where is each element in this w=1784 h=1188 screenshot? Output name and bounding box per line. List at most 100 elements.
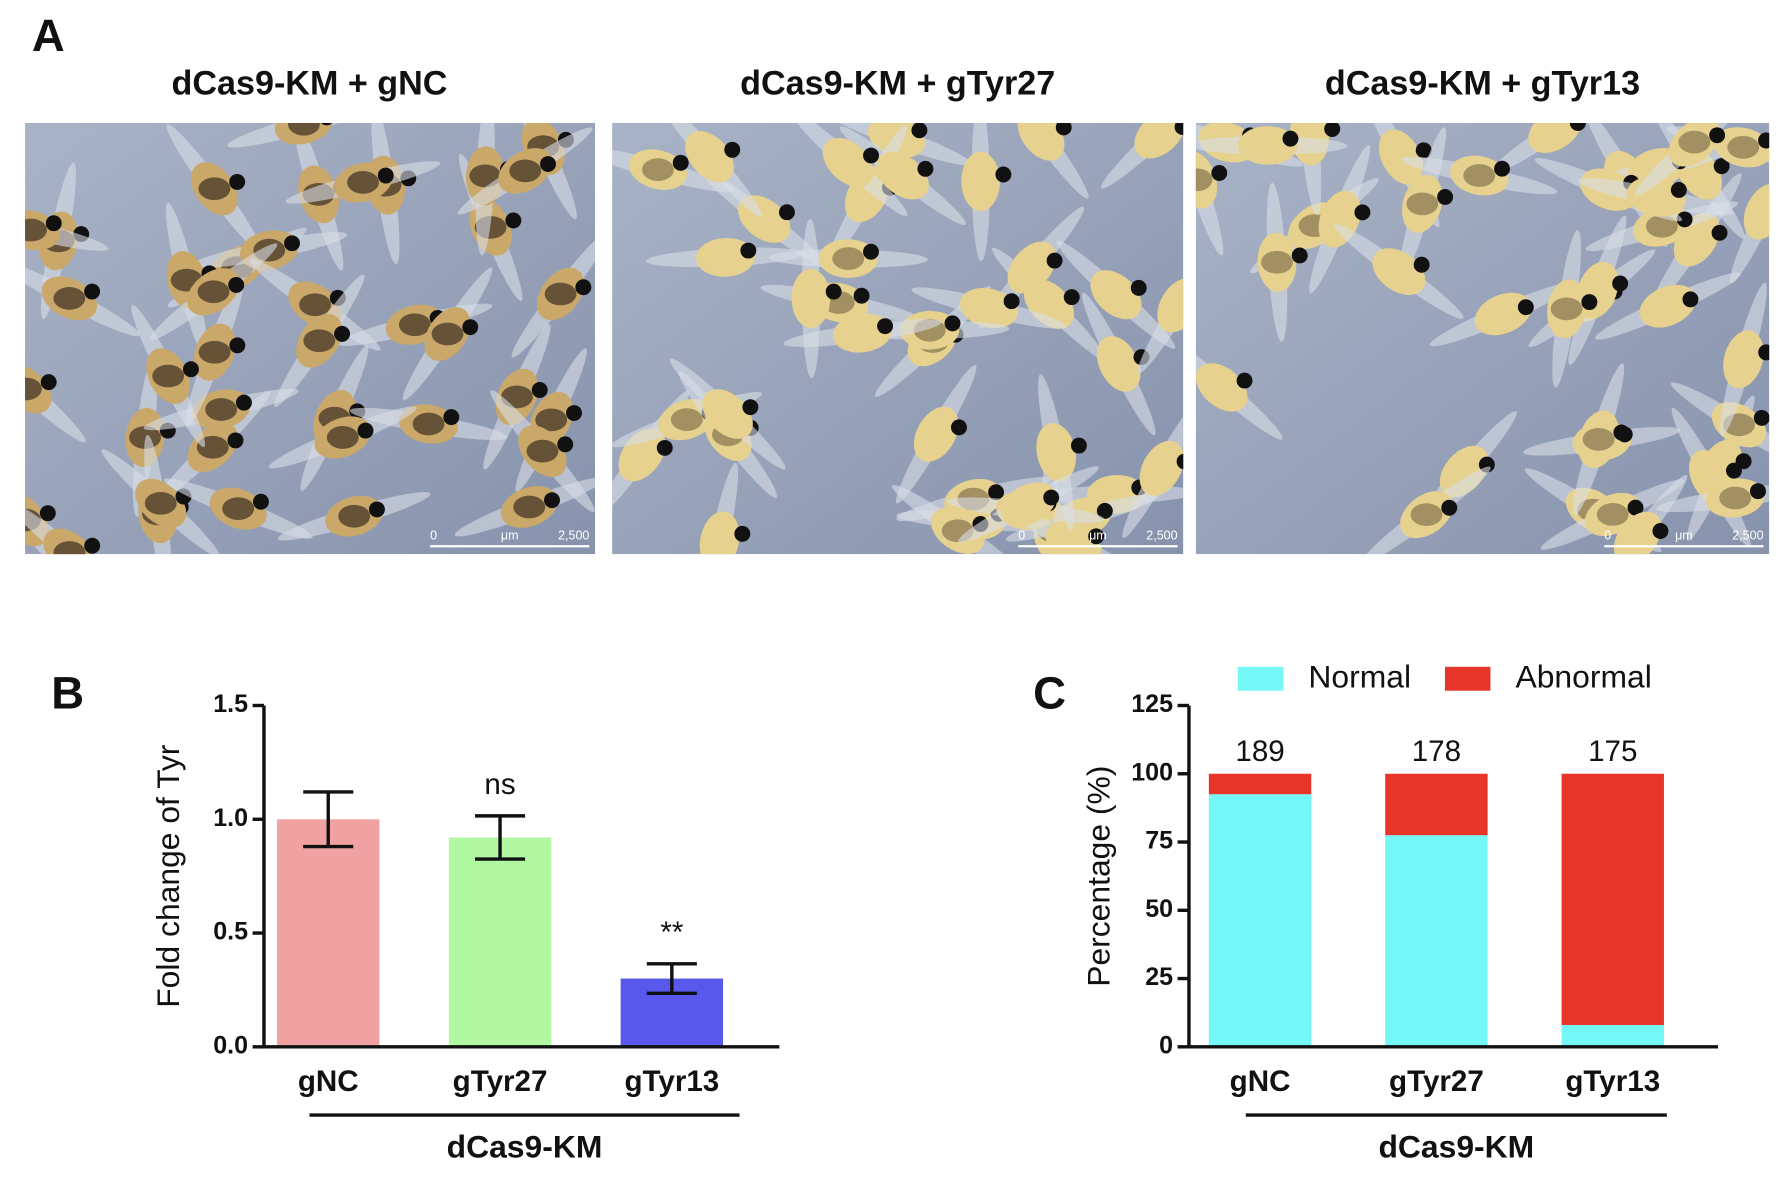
eye [863,147,879,164]
y-tick-label: 1.0 [213,804,248,832]
eye [1046,252,1063,269]
eye [988,484,1005,501]
embryo [1378,129,1423,185]
embryo [1036,423,1076,482]
group-label: dCas9-KM [1378,1129,1534,1165]
n-label: 178 [1412,735,1461,768]
eye [656,439,673,456]
eye [1043,489,1060,506]
group-label: dCas9-KM [447,1129,603,1165]
scale-text: 0 [430,528,437,542]
pigment [197,280,230,304]
eye [740,242,757,259]
eye [1437,189,1454,205]
bar-segment [1208,773,1312,795]
embryo [1705,478,1765,518]
eye [39,505,56,522]
panel-label: A [32,10,65,61]
eye [357,422,374,439]
embryo [1613,511,1662,555]
pigment [1463,164,1496,187]
eye [863,243,879,260]
embryo [1139,440,1184,496]
y-tick-label: 0 [1159,1031,1173,1059]
pigment [832,247,865,270]
eye [1612,275,1629,292]
annotation: ns [484,768,515,801]
pigment [303,329,336,353]
embryo [1402,174,1443,233]
pigment [152,364,185,388]
embryo [930,507,985,554]
embryo [1238,126,1298,165]
pigment [1261,250,1293,274]
pigment [129,426,161,449]
photo-title: dCas9-KM + gNC [172,64,448,102]
x-tick-label: gTyr13 [1565,1065,1660,1098]
eye [1070,437,1087,454]
eye [1758,344,1770,361]
eye [995,166,1012,183]
eye [575,279,592,296]
eye [877,318,894,335]
eye [45,215,62,232]
x-tick-label: gTyr13 [624,1065,719,1098]
eye [252,493,269,510]
eye [1709,127,1726,144]
pigment [1678,130,1711,154]
embryo [818,239,878,278]
eye [40,374,57,391]
eye [944,315,961,332]
eye [566,405,582,421]
eye [950,419,967,436]
eye [1750,483,1766,500]
eye [1324,122,1341,137]
embryo [822,137,874,187]
pigment [25,218,47,242]
pigment [326,426,359,449]
pigment [526,439,559,463]
eye [1211,165,1228,181]
x-tick-label: gNC [298,1065,359,1098]
embryo [1090,270,1142,320]
eye [229,337,246,354]
embryo [702,389,753,439]
photo: 0 μm 2,500 [25,122,596,555]
embryo [1045,521,1102,555]
embryo [791,268,831,329]
eye [853,287,870,304]
eye [1003,293,1020,310]
pigment [1596,503,1629,526]
eye [235,394,252,411]
y-tick-label: 125 [1131,690,1173,718]
embryo [1157,277,1184,333]
eye [84,283,101,300]
eye [228,276,245,293]
eye [672,154,689,171]
embryo [1474,292,1532,336]
embryo [699,511,740,555]
eye [1581,294,1598,311]
pigment [198,177,231,201]
eye [443,409,460,426]
eye [1517,299,1534,316]
pigment [412,412,445,436]
eye [724,141,741,158]
embryo [628,149,687,190]
eye [368,501,385,518]
embryo [1578,410,1620,469]
embryo [876,151,929,200]
eye [557,436,574,453]
eye [334,325,351,342]
eye [1613,424,1630,441]
panel-label: B [51,667,84,718]
eye [1176,453,1184,470]
pigment [642,158,674,182]
embryo [1547,279,1587,339]
embryo [1017,122,1065,161]
scale-text: 2,500 [1732,528,1763,542]
pigment [1410,503,1443,526]
eye [1758,132,1770,149]
eye [1753,409,1770,426]
embryo [913,406,959,462]
